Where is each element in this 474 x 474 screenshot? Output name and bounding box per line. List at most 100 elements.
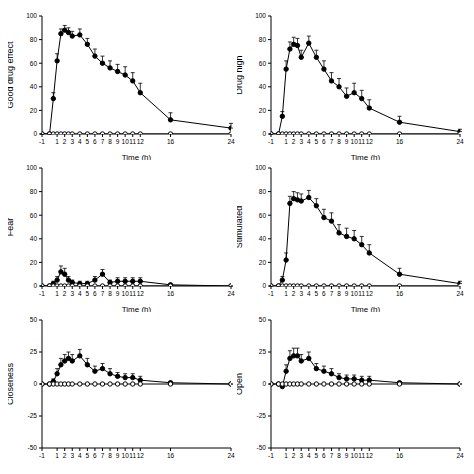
svg-text:9: 9 xyxy=(116,290,120,297)
svg-text:100: 100 xyxy=(255,12,266,19)
svg-text:1: 1 xyxy=(55,138,59,145)
svg-text:5: 5 xyxy=(86,290,90,297)
svg-text:1: 1 xyxy=(55,452,59,459)
svg-text:1: 1 xyxy=(284,290,288,297)
svg-text:16: 16 xyxy=(167,290,175,297)
svg-text:80: 80 xyxy=(259,188,267,195)
svg-text:7: 7 xyxy=(101,452,105,459)
svg-text:Stimulated: Stimulated xyxy=(237,206,244,249)
svg-text:-1: -1 xyxy=(268,138,274,145)
svg-text:8: 8 xyxy=(337,452,341,459)
svg-text:100: 100 xyxy=(255,164,266,171)
svg-text:16: 16 xyxy=(167,452,175,459)
svg-text:40: 40 xyxy=(30,235,38,242)
svg-text:5: 5 xyxy=(315,452,319,459)
svg-text:24: 24 xyxy=(456,290,464,297)
svg-text:0: 0 xyxy=(262,282,266,289)
svg-text:11: 11 xyxy=(129,452,136,459)
svg-text:2: 2 xyxy=(63,138,67,145)
svg-text:3: 3 xyxy=(70,138,74,145)
svg-text:24: 24 xyxy=(456,138,464,145)
svg-text:25: 25 xyxy=(30,348,38,355)
svg-text:7: 7 xyxy=(101,138,105,145)
svg-text:9: 9 xyxy=(116,452,120,459)
svg-text:0: 0 xyxy=(33,282,37,289)
svg-text:12: 12 xyxy=(137,138,145,145)
svg-text:20: 20 xyxy=(259,259,267,266)
svg-text:24: 24 xyxy=(227,138,235,145)
svg-text:10: 10 xyxy=(122,290,130,297)
svg-text:12: 12 xyxy=(137,290,145,297)
svg-text:11: 11 xyxy=(129,138,136,145)
svg-text:8: 8 xyxy=(108,452,112,459)
svg-text:8: 8 xyxy=(337,138,341,145)
svg-text:100: 100 xyxy=(26,12,37,19)
svg-text:6: 6 xyxy=(93,452,97,459)
svg-text:60: 60 xyxy=(259,60,267,67)
svg-text:-50: -50 xyxy=(28,444,38,451)
svg-text:100: 100 xyxy=(26,164,37,171)
svg-text:2: 2 xyxy=(292,138,296,145)
svg-text:4: 4 xyxy=(307,452,311,459)
svg-text:10: 10 xyxy=(122,138,130,145)
svg-text:Time (h): Time (h) xyxy=(351,153,381,160)
svg-text:7: 7 xyxy=(330,138,334,145)
svg-text:1: 1 xyxy=(284,452,288,459)
svg-text:10: 10 xyxy=(351,452,359,459)
svg-text:11: 11 xyxy=(358,290,365,297)
svg-text:3: 3 xyxy=(299,138,303,145)
svg-text:-1: -1 xyxy=(268,290,274,297)
svg-text:Time (h): Time (h) xyxy=(122,153,152,160)
svg-text:16: 16 xyxy=(396,290,404,297)
svg-text:Closeness: Closeness xyxy=(8,362,15,405)
svg-text:9: 9 xyxy=(345,290,349,297)
svg-text:Fear: Fear xyxy=(8,218,15,237)
svg-text:60: 60 xyxy=(259,212,267,219)
svg-text:8: 8 xyxy=(337,290,341,297)
svg-text:10: 10 xyxy=(351,138,359,145)
svg-text:11: 11 xyxy=(358,138,365,145)
svg-text:80: 80 xyxy=(259,36,267,43)
svg-text:10: 10 xyxy=(122,452,130,459)
svg-text:40: 40 xyxy=(259,235,267,242)
svg-text:3: 3 xyxy=(299,452,303,459)
svg-text:16: 16 xyxy=(396,138,404,145)
svg-text:Drug high: Drug high xyxy=(237,55,244,94)
svg-text:2: 2 xyxy=(292,290,296,297)
svg-text:0: 0 xyxy=(262,130,266,137)
svg-text:60: 60 xyxy=(30,60,38,67)
svg-text:-1: -1 xyxy=(39,290,45,297)
svg-text:20: 20 xyxy=(30,259,38,266)
svg-text:11: 11 xyxy=(129,290,136,297)
svg-text:7: 7 xyxy=(330,452,334,459)
svg-text:16: 16 xyxy=(167,138,175,145)
svg-text:40: 40 xyxy=(30,83,38,90)
svg-text:9: 9 xyxy=(116,138,120,145)
svg-text:5: 5 xyxy=(315,290,319,297)
svg-text:0: 0 xyxy=(33,130,37,137)
svg-text:25: 25 xyxy=(259,348,267,355)
svg-text:6: 6 xyxy=(322,452,326,459)
svg-text:2: 2 xyxy=(63,452,67,459)
svg-text:0: 0 xyxy=(33,380,37,387)
svg-text:3: 3 xyxy=(70,290,74,297)
svg-text:12: 12 xyxy=(366,138,374,145)
svg-text:1: 1 xyxy=(284,138,288,145)
svg-text:6: 6 xyxy=(322,290,326,297)
svg-text:12: 12 xyxy=(366,452,374,459)
svg-text:12: 12 xyxy=(137,452,145,459)
svg-text:24: 24 xyxy=(456,452,464,459)
svg-text:-50: -50 xyxy=(257,444,267,451)
svg-text:-25: -25 xyxy=(28,412,38,419)
svg-text:-1: -1 xyxy=(39,452,45,459)
svg-text:5: 5 xyxy=(86,138,90,145)
svg-text:16: 16 xyxy=(396,452,404,459)
svg-text:0: 0 xyxy=(262,380,266,387)
svg-text:4: 4 xyxy=(78,452,82,459)
svg-text:8: 8 xyxy=(108,138,112,145)
svg-text:24: 24 xyxy=(227,290,235,297)
svg-text:7: 7 xyxy=(330,290,334,297)
svg-text:1: 1 xyxy=(55,290,59,297)
svg-text:2: 2 xyxy=(292,452,296,459)
svg-text:20: 20 xyxy=(30,107,38,114)
